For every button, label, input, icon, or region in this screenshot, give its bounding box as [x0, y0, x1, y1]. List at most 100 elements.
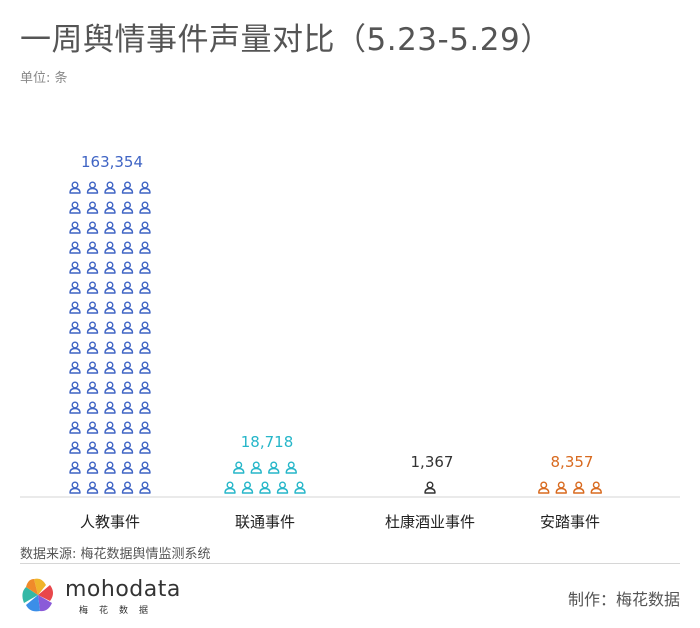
person-icon — [139, 321, 151, 334]
person-icon — [538, 481, 550, 494]
person-icon — [69, 241, 81, 254]
person-icon — [104, 261, 116, 274]
person-icon — [104, 441, 116, 454]
person-icon — [259, 481, 271, 494]
person-icon — [241, 481, 254, 494]
person-icon — [86, 301, 99, 314]
person-icon — [121, 261, 134, 274]
person-icon — [86, 241, 99, 254]
person-icon — [69, 201, 81, 214]
person-icon — [104, 401, 116, 414]
person-icon — [294, 481, 306, 494]
person-icon — [69, 461, 81, 474]
person-icon — [69, 361, 81, 374]
person-icon — [573, 481, 585, 494]
person-icon — [233, 461, 245, 474]
person-icon — [121, 401, 134, 414]
person-icon — [69, 381, 81, 394]
person-icon — [139, 341, 151, 354]
person-icon — [104, 421, 116, 434]
person-icon — [86, 321, 99, 334]
category-label: 人教事件 — [80, 513, 140, 531]
person-icon — [139, 201, 151, 214]
person-icon — [250, 461, 262, 474]
person-icon — [139, 441, 151, 454]
person-icon — [86, 401, 99, 414]
person-icon — [69, 281, 81, 294]
value-label: 1,367 — [411, 453, 454, 471]
person-icon — [139, 421, 151, 434]
person-icon — [139, 181, 151, 194]
person-icon — [224, 481, 236, 494]
person-icon — [139, 261, 151, 274]
person-icon — [121, 301, 134, 314]
person-icon — [121, 321, 134, 334]
person-icon — [139, 381, 151, 394]
person-icon — [86, 421, 99, 434]
person-icon — [69, 401, 81, 414]
person-icon — [121, 381, 134, 394]
person-icon — [86, 361, 99, 374]
category-label: 联通事件 — [235, 513, 295, 531]
person-icon — [139, 401, 151, 414]
person-icon — [555, 481, 567, 494]
person-icon — [139, 221, 151, 234]
person-icon — [104, 301, 116, 314]
person-icon — [285, 461, 297, 474]
person-icon — [121, 461, 134, 474]
category-label: 杜康酒业事件 — [385, 513, 475, 531]
person-icon — [69, 421, 81, 434]
person-icon — [104, 461, 116, 474]
person-icon — [121, 341, 134, 354]
value-label: 18,718 — [241, 433, 294, 451]
person-icon — [86, 221, 99, 234]
person-icon — [121, 221, 134, 234]
person-icon — [86, 201, 99, 214]
person-icon — [139, 301, 151, 314]
person-icon — [139, 461, 151, 474]
person-icon — [121, 281, 134, 294]
value-label: 163,354 — [81, 153, 143, 171]
person-icon — [104, 221, 116, 234]
person-icon — [69, 221, 81, 234]
person-icon — [69, 481, 81, 494]
footer-divider — [20, 563, 680, 564]
data-source: 数据来源: 梅花数据舆情监测系统 — [20, 547, 211, 562]
person-icon — [139, 281, 151, 294]
person-icon — [86, 341, 99, 354]
person-icon — [69, 261, 81, 274]
person-icon — [104, 361, 116, 374]
person-icon — [104, 181, 116, 194]
credit-text: 制作：梅花数据 — [567, 590, 680, 609]
person-icon — [104, 481, 116, 494]
logo-subtitle: 梅花数据 — [79, 606, 160, 616]
person-icon — [424, 481, 436, 494]
person-icon — [86, 261, 99, 274]
pinwheel-logo-icon — [22, 578, 53, 612]
person-icon — [276, 481, 289, 494]
person-icon — [69, 321, 81, 334]
person-icon — [104, 201, 116, 214]
category-label: 安踏事件 — [540, 513, 600, 531]
value-label: 8,357 — [551, 453, 594, 471]
person-icon — [139, 481, 151, 494]
chart-title: 一周舆情事件声量对比（5.23-5.29） — [20, 22, 552, 58]
person-icon — [86, 461, 99, 474]
person-icon — [590, 481, 602, 494]
person-icon — [121, 181, 134, 194]
person-icon — [69, 181, 81, 194]
person-icon — [86, 481, 99, 494]
person-icon — [121, 421, 134, 434]
person-icon — [86, 441, 99, 454]
person-icon — [86, 181, 99, 194]
person-icon — [121, 441, 134, 454]
person-icon — [121, 481, 134, 494]
person-icon — [86, 381, 99, 394]
person-icon — [268, 461, 280, 474]
person-icon — [139, 361, 151, 374]
person-icon — [121, 361, 134, 374]
person-icon — [104, 281, 116, 294]
logo-wordmark: mohodata — [65, 577, 181, 602]
person-icon — [86, 281, 99, 294]
person-icon — [139, 241, 151, 254]
